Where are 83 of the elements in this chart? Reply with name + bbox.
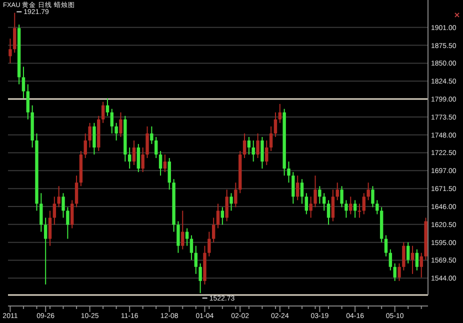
candlestick — [314, 175, 317, 208]
candlestick — [190, 234, 194, 260]
candlestick — [349, 196, 352, 215]
candlestick — [362, 192, 366, 215]
candlestick — [141, 147, 144, 173]
candlestick — [158, 150, 162, 176]
candlestick — [13, 12, 16, 54]
candlestick — [296, 175, 300, 201]
candlestick — [225, 189, 228, 222]
candlestick — [88, 122, 92, 148]
candlestick — [358, 203, 362, 218]
candlestick — [8, 38, 12, 64]
candlestick — [309, 196, 312, 218]
candlestick — [70, 200, 74, 229]
candlestick — [44, 217, 48, 285]
candlestick — [132, 140, 136, 166]
candlestick — [278, 103, 282, 124]
candlestick — [119, 112, 122, 138]
candlestick — [62, 192, 65, 218]
candlestick — [57, 186, 60, 208]
candlestick — [265, 140, 268, 166]
candlestick — [216, 203, 220, 229]
candlestick — [420, 252, 423, 278]
candlestick — [353, 200, 357, 218]
candlestick — [154, 136, 158, 159]
candlestick — [388, 248, 392, 271]
candlestick — [114, 122, 118, 141]
candlestick — [101, 101, 105, 124]
candlestick — [322, 192, 326, 212]
candlestick — [242, 132, 246, 159]
candlestick — [176, 220, 180, 254]
candlestick — [274, 112, 278, 138]
candlestick — [198, 262, 202, 294]
candlestick — [287, 161, 290, 184]
candlestick — [326, 200, 330, 226]
candlestick — [376, 200, 379, 215]
candlestick — [92, 122, 96, 156]
candlestick — [300, 178, 304, 204]
candlestick — [181, 210, 184, 250]
candlestick — [185, 228, 189, 246]
candlestick — [384, 234, 388, 257]
candlestick — [260, 136, 264, 170]
candlestick — [168, 158, 171, 190]
candlestick — [336, 182, 339, 201]
candlestick — [292, 172, 295, 204]
candlestick — [331, 189, 335, 222]
candlestick — [106, 98, 110, 116]
candlestick — [220, 206, 224, 226]
candlestick — [163, 154, 167, 173]
candlestick — [208, 231, 211, 257]
candlestick — [48, 210, 52, 246]
candlestick — [366, 182, 370, 201]
candlestick — [398, 262, 401, 282]
candlestick — [40, 192, 43, 232]
candlestick — [256, 132, 260, 159]
candlestick — [230, 192, 233, 212]
candlestick — [150, 126, 154, 144]
candlestick — [415, 248, 419, 271]
candlestick — [340, 186, 344, 208]
candlestick — [212, 217, 216, 243]
candlestick — [269, 126, 273, 152]
candlestick — [304, 192, 308, 215]
candlestick — [136, 143, 140, 173]
candlestick — [371, 186, 374, 208]
candlestick — [194, 245, 198, 274]
candlestick — [22, 66, 26, 99]
candlestick — [252, 140, 255, 162]
candlestick — [393, 262, 396, 282]
candlestick — [247, 136, 251, 156]
candlestick — [402, 242, 406, 271]
candlestick — [318, 186, 322, 204]
candlestick — [84, 132, 87, 159]
candlestick — [146, 126, 149, 159]
candlestick — [110, 108, 114, 134]
candlestick — [406, 242, 410, 264]
candlestick — [66, 206, 70, 240]
candlestick — [26, 84, 30, 120]
candlestick — [344, 200, 348, 218]
candlestick — [128, 147, 132, 170]
candlestick — [234, 182, 238, 208]
candlestick — [74, 175, 78, 208]
candlestick — [410, 245, 414, 274]
candlestick — [52, 196, 56, 226]
